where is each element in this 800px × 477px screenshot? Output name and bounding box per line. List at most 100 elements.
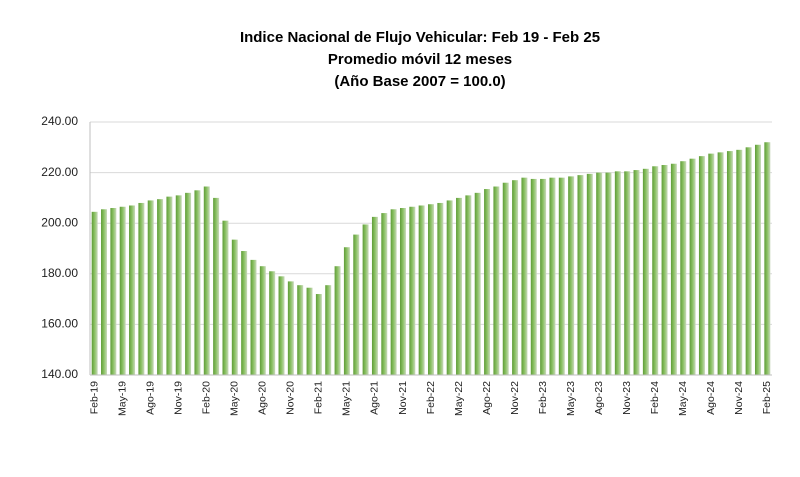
bar (241, 251, 248, 375)
bar (642, 168, 649, 375)
bar (343, 247, 350, 375)
bar (764, 142, 771, 375)
bar (259, 266, 266, 375)
bar (362, 224, 369, 375)
x-tick-label: May-22 (453, 381, 465, 416)
bar (91, 211, 98, 375)
chart-title: Indice Nacional de Flujo Vehicular: Feb … (240, 29, 600, 46)
bar (157, 199, 164, 375)
x-tick-label: Nov-20 (285, 381, 297, 415)
y-tick-label: 160.00 (41, 317, 78, 331)
bar (633, 170, 640, 375)
bar (698, 156, 705, 375)
bar (110, 208, 117, 375)
bar (605, 172, 612, 375)
x-tick-label: Feb-22 (425, 381, 437, 414)
x-tick-label: Nov-23 (621, 381, 633, 415)
bar (456, 197, 463, 375)
bar (754, 144, 761, 375)
y-tick-label: 140.00 (41, 367, 78, 381)
bar (222, 220, 229, 375)
bar (371, 216, 378, 375)
bar (409, 206, 416, 375)
bar (586, 173, 593, 375)
bar (540, 178, 547, 375)
bar (596, 172, 603, 375)
bar (418, 205, 425, 375)
x-tick-label: Ago-20 (257, 381, 269, 415)
x-tick-label: Feb-20 (201, 381, 213, 414)
bar (399, 208, 406, 375)
bar (334, 266, 341, 375)
x-tick-label: Ago-24 (705, 381, 717, 415)
bar (614, 171, 621, 375)
bar (465, 195, 472, 375)
bar (446, 200, 453, 375)
x-tick-label: Feb-24 (649, 381, 661, 414)
bar (530, 178, 537, 375)
bar (726, 151, 733, 375)
x-tick-label: Ago-21 (369, 381, 381, 415)
x-tick-label: Nov-21 (397, 381, 409, 415)
bar (437, 202, 444, 375)
bar (203, 186, 210, 375)
bar (101, 209, 108, 375)
bar (213, 197, 220, 375)
bar (512, 180, 519, 375)
x-tick-label: Feb-23 (537, 381, 549, 414)
y-tick-label: 240.00 (41, 114, 78, 128)
bar (568, 176, 575, 375)
bar (390, 209, 397, 375)
bar (250, 259, 257, 375)
x-tick-label: Feb-21 (313, 381, 325, 414)
bar (175, 195, 182, 375)
x-tick-label: May-21 (341, 381, 353, 416)
bar (315, 294, 322, 375)
y-tick-label: 200.00 (41, 215, 78, 229)
bar (306, 287, 313, 375)
x-tick-label: Ago-22 (481, 381, 493, 415)
bar (689, 158, 696, 375)
x-tick-label: Feb-25 (761, 381, 773, 414)
bar (484, 189, 491, 375)
bar (428, 204, 434, 375)
x-tick-label: May-20 (229, 381, 241, 416)
bar (325, 285, 332, 375)
bar (297, 285, 304, 375)
x-tick-label: Nov-19 (173, 381, 185, 415)
bar (147, 200, 154, 375)
bar (549, 177, 556, 375)
x-tick-label: May-19 (116, 381, 128, 416)
bar (736, 149, 743, 375)
bar (708, 153, 715, 375)
bar (269, 271, 276, 375)
x-tick-label: Nov-24 (733, 381, 745, 415)
bar (287, 281, 294, 375)
bar (138, 202, 145, 375)
bar (558, 177, 565, 375)
bar (502, 182, 509, 375)
x-tick-label: May-24 (677, 381, 689, 416)
x-tick-label: Ago-19 (145, 381, 157, 415)
bar (231, 239, 238, 375)
bar (278, 276, 285, 375)
chart-subtitle: (Año Base 2007 = 100.0) (334, 73, 505, 90)
bar (670, 163, 677, 375)
bar (577, 175, 584, 375)
bar (474, 192, 481, 375)
x-tick-label: Ago-23 (593, 381, 605, 415)
y-tick-label: 180.00 (41, 266, 78, 280)
bar (185, 192, 192, 375)
bar (652, 166, 659, 375)
bar (521, 177, 528, 375)
bar (353, 234, 360, 375)
x-tick-label: Nov-22 (509, 381, 521, 415)
bar (129, 205, 136, 375)
bar (680, 161, 687, 375)
bar (624, 171, 631, 375)
x-tick-label: Feb-19 (88, 381, 100, 414)
bar (119, 206, 126, 375)
bar (717, 152, 724, 375)
bar (493, 186, 500, 375)
